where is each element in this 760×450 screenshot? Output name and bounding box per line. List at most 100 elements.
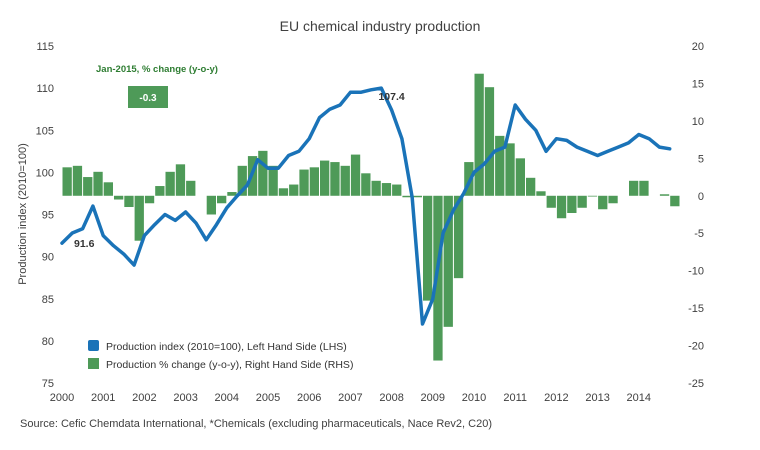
y-right-tick-label: -5: [694, 228, 704, 240]
y-right-tick-label: -25: [688, 378, 704, 390]
bar-yoy-change: [309, 167, 319, 196]
bar-yoy-change: [495, 135, 505, 196]
bar-yoy-change: [629, 180, 639, 196]
bar-yoy-change: [598, 195, 608, 210]
bar-yoy-change: [350, 154, 361, 196]
bar-yoy-change: [423, 195, 433, 301]
bar-yoy-change: [62, 167, 72, 196]
x-tick-label: 2010: [462, 392, 486, 404]
bar-yoy-change: [330, 162, 340, 196]
bar-yoy-change: [268, 165, 278, 196]
bar-yoy-change: [227, 192, 237, 196]
y-left-tick-label: 115: [36, 41, 54, 53]
bar-yoy-change: [144, 195, 155, 204]
bar-yoy-change: [124, 195, 134, 208]
bar-yoy-change: [206, 195, 216, 215]
bar-yoy-change: [83, 177, 93, 196]
y-right-tick-label: -20: [688, 341, 704, 353]
data-annotation: 91.6: [74, 238, 95, 250]
y-right-tick-label: -10: [688, 266, 704, 278]
bar-yoy-change: [114, 195, 124, 200]
y-right-tick-label: 5: [698, 153, 704, 165]
y-right-tick-label: 20: [692, 41, 704, 53]
x-tick-label: 2002: [132, 392, 156, 404]
y-left-tick-label: 110: [36, 83, 54, 95]
bar-yoy-change: [134, 195, 144, 241]
bar-yoy-change: [165, 171, 175, 196]
bar-yoy-change: [371, 180, 381, 196]
legend-label-rhs: Production % change (y-o-y), Right Hand …: [106, 359, 353, 371]
x-tick-label: 2011: [503, 392, 527, 404]
legend-swatch-rhs: [88, 358, 99, 369]
y-left-tick-label: 95: [42, 210, 54, 222]
bar-yoy-change: [402, 195, 412, 198]
bar-yoy-change: [93, 171, 103, 196]
bar-yoy-change: [536, 191, 546, 196]
bar-yoy-change: [361, 173, 371, 196]
bar-yoy-change: [453, 195, 464, 279]
bars-layer: [62, 73, 680, 361]
legend-item-lhs: Production index (2010=100), Left Hand S…: [88, 340, 347, 353]
y-left-tick-label: 85: [42, 294, 54, 306]
x-tick-label: 2014: [627, 392, 651, 404]
y-right-tick-label: 15: [692, 78, 704, 90]
bar-yoy-change: [289, 184, 299, 196]
y-left-tick-label: 75: [42, 378, 54, 390]
jan-2015-callout: Jan-2015, % change (y-o-y) -0.3: [96, 64, 218, 108]
bar-yoy-change: [237, 165, 247, 196]
bar-yoy-change: [392, 184, 402, 196]
left-axis-label: Production index (2010=100): [17, 143, 29, 285]
bar-yoy-change: [526, 177, 536, 196]
bar-yoy-change: [278, 188, 289, 196]
legend-swatch-lhs: [88, 340, 99, 351]
legend-label-lhs: Production index (2010=100), Left Hand S…: [106, 341, 347, 353]
bar-yoy-change: [381, 183, 392, 196]
chart-title: EU chemical industry production: [279, 18, 481, 34]
x-tick-label: 2007: [338, 392, 362, 404]
x-tick-label: 2013: [585, 392, 609, 404]
x-tick-label: 2009: [421, 392, 445, 404]
y-right-tick-label: 0: [698, 191, 704, 203]
bar-yoy-change: [320, 160, 330, 196]
callout-badge: [128, 86, 168, 108]
y-left-tick-label: 100: [36, 167, 54, 179]
bar-yoy-change: [299, 169, 309, 196]
data-annotation: 107.4: [378, 91, 404, 103]
legend: Production index (2010=100), Left Hand S…: [88, 340, 353, 371]
x-tick-label: 2001: [91, 392, 115, 404]
bar-yoy-change: [443, 195, 453, 327]
bar-yoy-change: [258, 150, 268, 196]
bar-yoy-change: [484, 87, 495, 196]
bar-yoy-change: [567, 195, 577, 214]
bar-yoy-change: [155, 186, 165, 196]
y-right-tick-label: -15: [688, 303, 704, 315]
bar-yoy-change: [670, 195, 680, 207]
callout-title: Jan-2015, % change (y-o-y): [96, 64, 218, 75]
bar-yoy-change: [103, 182, 113, 196]
x-tick-label: 2012: [544, 392, 568, 404]
y-left-tick-label: 90: [42, 252, 54, 264]
bar-yoy-change: [515, 158, 525, 196]
y-right-tick-label: 10: [692, 116, 704, 128]
bar-yoy-change: [639, 180, 649, 196]
callout-value: -0.3: [139, 93, 157, 104]
line-layer: [60, 86, 672, 326]
x-tick-label: 2008: [379, 392, 403, 404]
y-left-tick-label: 80: [42, 336, 54, 348]
axes-layer: 115110105100959085807520151050-5-10-15-2…: [36, 41, 704, 404]
bar-yoy-change: [546, 195, 556, 208]
bar-yoy-change: [587, 195, 598, 197]
legend-item-rhs: Production % change (y-o-y), Right Hand …: [88, 358, 353, 371]
bar-yoy-change: [577, 195, 587, 208]
bar-yoy-change: [412, 195, 422, 198]
bar-yoy-change: [72, 165, 83, 196]
annotations-layer: 91.6 107.4: [74, 91, 405, 250]
bar-yoy-change: [340, 165, 350, 196]
bar-yoy-change: [175, 164, 186, 196]
x-tick-label: 2000: [50, 392, 74, 404]
bar-yoy-change: [608, 195, 618, 204]
bar-yoy-change: [433, 195, 443, 361]
x-tick-label: 2004: [215, 392, 239, 404]
x-tick-label: 2006: [297, 392, 321, 404]
